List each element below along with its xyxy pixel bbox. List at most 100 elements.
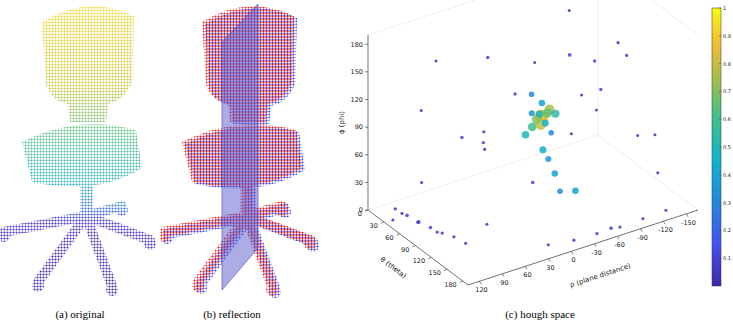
colorbar-tick	[719, 147, 721, 148]
z-tick-label: 180	[351, 41, 363, 49]
point	[572, 239, 575, 242]
colorbar-tick-label: 0.4	[723, 172, 731, 178]
point	[551, 170, 558, 177]
point	[664, 209, 667, 212]
box-edge	[368, 0, 598, 35]
y-tick	[687, 214, 689, 217]
x-tick	[397, 234, 400, 236]
z-tick-label: 90	[355, 123, 363, 131]
x-tick-label: 180	[444, 281, 456, 289]
z-tick	[365, 99, 368, 100]
point	[609, 226, 613, 230]
colorbar-tick	[719, 174, 721, 175]
chair-seat	[22, 124, 142, 186]
y-tick	[572, 251, 574, 254]
y-axis	[468, 210, 698, 285]
point	[548, 130, 554, 136]
colorbar-tick-label: 0.2	[723, 227, 731, 233]
point	[513, 92, 516, 95]
point	[436, 230, 439, 233]
chair-wheel	[158, 230, 170, 242]
point	[417, 220, 421, 224]
point	[595, 232, 598, 235]
point	[625, 54, 628, 57]
point	[599, 88, 603, 92]
y-tick-label: 120	[475, 286, 487, 294]
point	[536, 110, 544, 118]
x-tick	[412, 246, 415, 248]
point	[547, 243, 550, 246]
z-tick-label: 60	[355, 151, 363, 159]
point	[531, 181, 535, 185]
point	[557, 188, 563, 194]
y-tick-label: -90	[637, 234, 648, 242]
x-tick-label: 30	[370, 222, 378, 230]
colorbar-tick	[719, 8, 721, 9]
x-tick	[428, 257, 431, 259]
z-tick	[365, 71, 368, 72]
point	[486, 56, 489, 59]
colorbar-tick	[719, 230, 721, 231]
point	[543, 108, 552, 117]
caption: (a) original	[55, 308, 104, 321]
chair-cloud	[0, 6, 156, 296]
points	[391, 9, 667, 247]
z-tick-label: 150	[351, 68, 363, 76]
point	[656, 171, 659, 174]
colorbar-tick-label: 0.3	[723, 200, 731, 206]
y-tick-label: 30	[546, 264, 554, 272]
reflection-plane	[222, 4, 258, 290]
z-axis-label: ϕ (phi)	[338, 111, 346, 134]
box-edge	[368, 135, 598, 210]
y-tick-label: -60	[614, 241, 625, 249]
y-tick-label: -120	[658, 226, 673, 234]
colorbar-tick-label: 1	[723, 5, 726, 11]
x-tick	[460, 281, 463, 283]
point	[464, 242, 467, 245]
y-tick	[526, 266, 528, 269]
y-axis-label: ρ (plane distance)	[569, 262, 632, 289]
point	[580, 93, 583, 96]
caption: (b) reflection	[203, 308, 261, 321]
point	[568, 9, 571, 12]
point	[485, 223, 488, 226]
point	[434, 59, 437, 62]
y-tick	[480, 281, 482, 284]
x-tick	[365, 210, 368, 212]
colorbar-tick-label: 0.9	[723, 33, 731, 39]
point	[616, 41, 619, 44]
point	[405, 214, 409, 218]
point	[618, 225, 621, 228]
y-tick-label: 0	[571, 256, 575, 264]
point	[551, 110, 559, 118]
x-tick-label: 60	[385, 234, 393, 242]
chair-wheel	[32, 280, 44, 292]
point	[641, 217, 644, 220]
colorbar-tick	[719, 258, 721, 259]
x-tick	[444, 269, 447, 271]
y-tick-label: 90	[500, 279, 508, 287]
z-tick-label: 30	[355, 179, 363, 187]
figure: (a) original(b) reflection(c) hough spac…	[0, 0, 733, 326]
point	[460, 136, 464, 140]
chair-back	[42, 6, 134, 122]
z-tick-label: 0	[359, 206, 363, 214]
point	[545, 156, 551, 162]
point	[483, 148, 486, 151]
point	[416, 221, 420, 225]
point	[539, 146, 546, 153]
y-tick-label: -150	[681, 219, 696, 227]
x-axis-label: θ (theta)	[379, 256, 408, 281]
point	[568, 53, 572, 57]
x-tick-label: 150	[429, 269, 441, 277]
panel-reflection	[158, 4, 319, 298]
y-tick	[641, 229, 643, 232]
x-tick-label: 120	[413, 257, 425, 265]
point	[391, 218, 394, 221]
y-tick	[595, 244, 597, 247]
z-tick	[365, 44, 368, 45]
colorbar-tick-label: 0.6	[723, 116, 731, 122]
z-tick	[365, 127, 368, 128]
z-tick	[365, 154, 368, 155]
point	[400, 212, 403, 215]
